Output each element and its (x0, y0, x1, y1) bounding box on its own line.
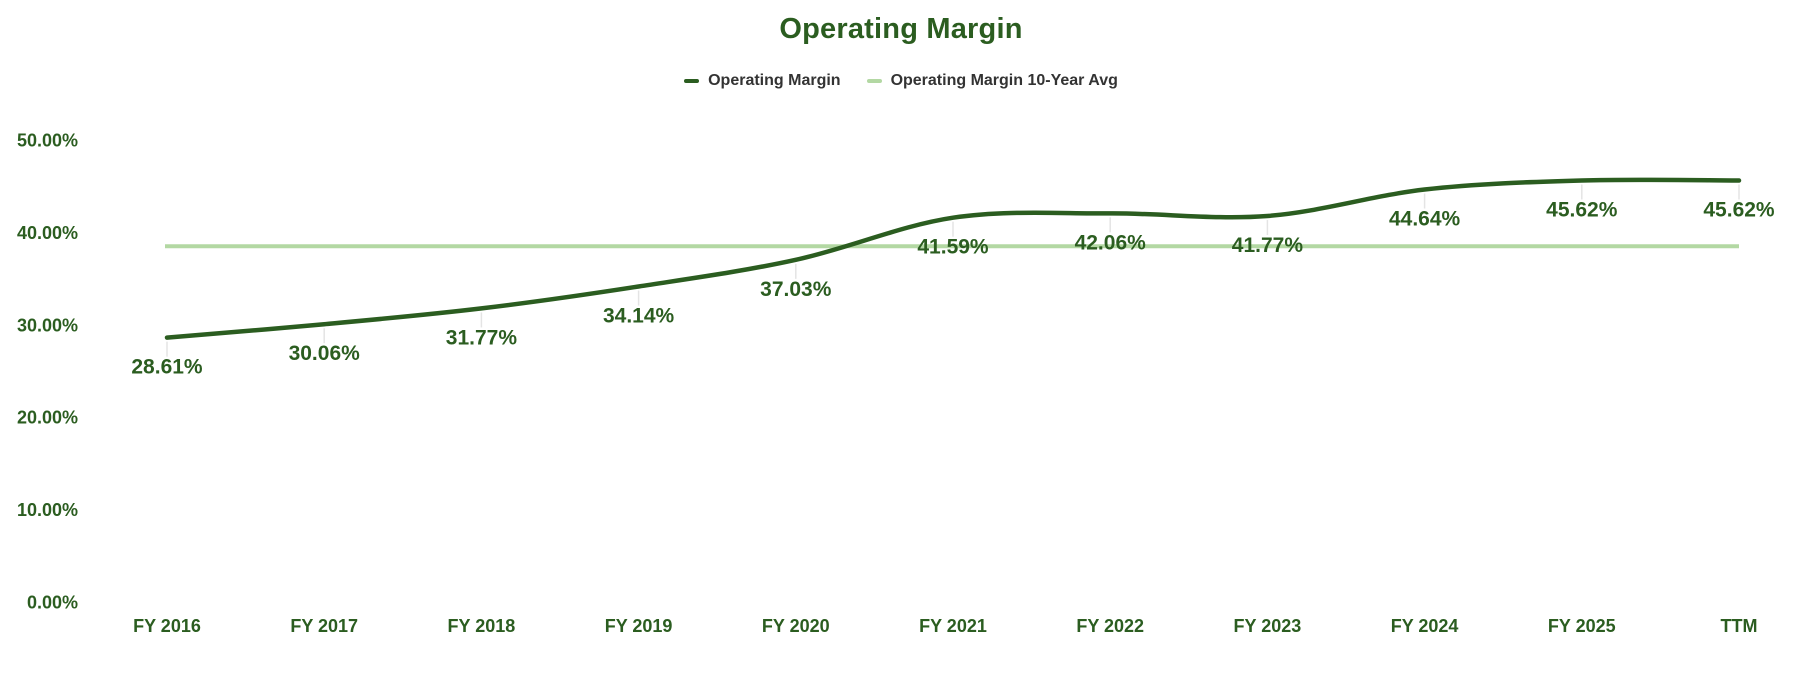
data-label: 41.59% (917, 236, 989, 259)
x-axis-label: FY 2018 (448, 616, 516, 636)
x-axis-label: FY 2016 (133, 616, 201, 636)
data-label: 42.06% (1075, 231, 1147, 254)
data-label: 28.61% (131, 356, 203, 379)
x-axis-label: FY 2019 (605, 616, 673, 636)
data-label: 41.77% (1232, 234, 1304, 257)
legend-item-operating-margin: Operating Margin (684, 72, 841, 90)
x-axis-label: FY 2022 (1076, 616, 1144, 636)
x-axis-label: FY 2020 (762, 616, 830, 636)
y-axis-label: 10.00% (17, 500, 78, 520)
y-axis-label: 30.00% (17, 315, 78, 335)
legend-label: Operating Margin (708, 72, 841, 89)
data-label: 45.62% (1546, 198, 1618, 221)
x-axis-label: FY 2024 (1391, 616, 1459, 636)
data-label: 37.03% (760, 278, 832, 301)
chart-title: Operating Margin (779, 13, 1023, 45)
y-axis-label: 50.00% (17, 131, 78, 151)
data-label: 31.77% (446, 326, 518, 349)
legend-dash-icon (684, 79, 700, 83)
data-label: 44.64% (1389, 208, 1461, 231)
data-label: 34.14% (603, 305, 675, 328)
legend-dash-icon (866, 79, 882, 83)
x-axis-label: FY 2021 (919, 616, 987, 636)
operating-margin-line (164, 177, 1742, 340)
y-axis-label: 20.00% (17, 408, 78, 428)
x-axis-label: FY 2025 (1548, 616, 1616, 636)
legend-label: Operating Margin 10-Year Avg (890, 72, 1118, 89)
y-axis-label: 40.00% (17, 223, 78, 243)
legend-item-10-year-avg: Operating Margin 10-Year Avg (866, 72, 1118, 90)
x-axis-label: TTM (1721, 616, 1758, 636)
chart-legend: Operating Margin Operating Margin 10-Yea… (0, 72, 1802, 90)
x-axis-label: FY 2023 (1234, 616, 1302, 636)
y-axis-label: 0.00% (27, 593, 78, 613)
data-label: 30.06% (289, 342, 361, 365)
data-label: 45.62% (1703, 198, 1775, 221)
x-axis-label: FY 2017 (290, 616, 358, 636)
